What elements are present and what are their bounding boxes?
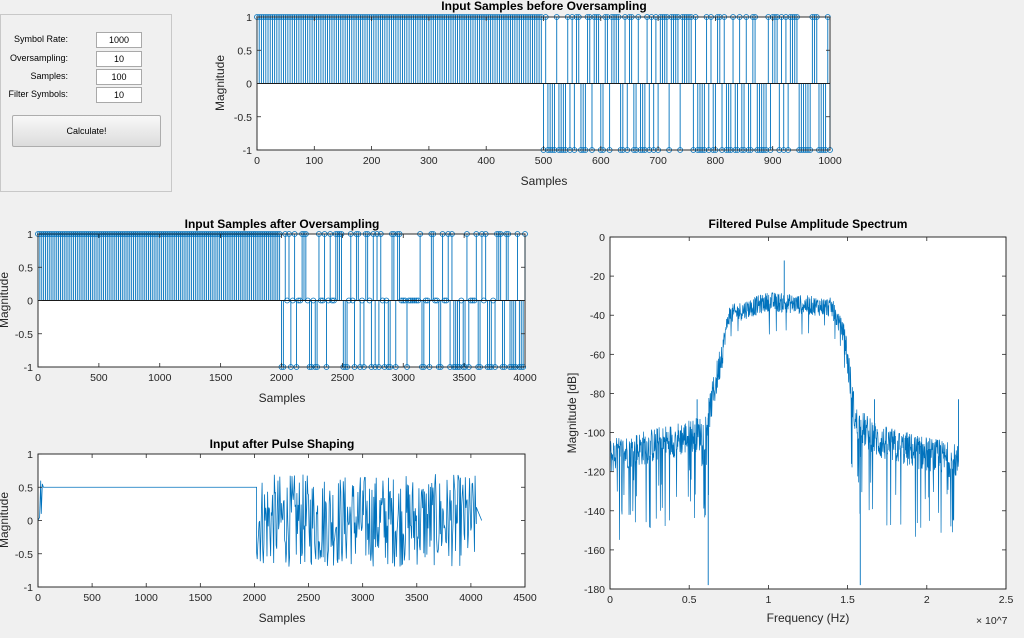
x-tick-label: 4000 xyxy=(513,372,537,384)
y-tick-label: 0 xyxy=(27,516,33,528)
x-tick-label: 400 xyxy=(477,155,495,167)
x-tick-label: 2000 xyxy=(243,592,267,604)
y-tick-label: -1 xyxy=(243,145,252,157)
samples-row: Samples: xyxy=(1,69,173,85)
x-tick-label: 600 xyxy=(592,155,610,167)
x-tick-label: 1.5 xyxy=(840,594,855,606)
x-tick-label: 3000 xyxy=(351,592,375,604)
calculate-button[interactable]: Calculate! xyxy=(12,115,161,147)
y-tick-label: 0 xyxy=(27,296,33,308)
x-tick-label: 300 xyxy=(420,155,438,167)
y-tick-label: -0.5 xyxy=(15,329,33,341)
x-tick-label: 100 xyxy=(306,155,324,167)
y-tick-label: -120 xyxy=(584,467,605,479)
x-tick-label: 0 xyxy=(35,372,41,384)
y-tick-label: 1 xyxy=(27,229,33,241)
x-tick-label: 1 xyxy=(765,594,771,606)
x-tick-label: 2500 xyxy=(331,372,355,384)
y-tick-label: -80 xyxy=(590,388,605,400)
symbol-rate-input[interactable] xyxy=(96,32,142,48)
y-tick-label: 1 xyxy=(246,12,252,24)
x-tick-label: 2.5 xyxy=(999,594,1014,606)
x-tick-label: 500 xyxy=(90,372,108,384)
x-tick-label: 0 xyxy=(35,592,41,604)
x-tick-label: 2500 xyxy=(297,592,321,604)
x-tick-label: 0 xyxy=(607,594,613,606)
y-tick-label: -1 xyxy=(24,362,33,374)
filter-symbols-row: Filter Symbols: xyxy=(1,87,173,103)
x-tick-label: 800 xyxy=(707,155,725,167)
y-tick-label: -140 xyxy=(584,506,605,518)
y-tick-label: -160 xyxy=(584,545,605,557)
input-samples-before-oversampling-chart: Input Samples before Oversampling 0 100 20… xyxy=(213,0,842,188)
parameter-panel: Symbol Rate: Oversampling: Samples: Filt… xyxy=(0,14,172,192)
y-tick-label: 0.5 xyxy=(18,482,33,494)
x-tick-label: 3500 xyxy=(452,372,476,384)
x-tick-label: 2 xyxy=(924,594,930,606)
y-tick-label: -100 xyxy=(584,428,605,440)
chart-title: Filtered Pulse Amplitude Spectrum xyxy=(709,217,908,231)
x-axis-label: Frequency (Hz) xyxy=(767,611,850,625)
filter-symbols-label: Filter Symbols: xyxy=(8,89,68,99)
filter-symbols-input[interactable] xyxy=(96,87,142,103)
x-axis-label: Samples xyxy=(259,391,306,405)
filtered-pulse-amplitude-spectrum-chart: Filtered Pulse Amplitude Spectrum 0 0.5 1 1… xyxy=(565,217,1014,627)
symbol-rate-row: Symbol Rate: xyxy=(1,32,173,48)
x-tick-label: 200 xyxy=(363,155,381,167)
y-axis-label: Magnitude xyxy=(0,492,11,548)
samples-input[interactable] xyxy=(96,69,142,85)
x-tick-label: 900 xyxy=(764,155,782,167)
x-tick-label: 3000 xyxy=(392,372,416,384)
x-tick-label: 500 xyxy=(83,592,101,604)
y-tick-label: 0.5 xyxy=(18,262,33,274)
x-tick-label: 1500 xyxy=(209,372,233,384)
x-tick-label: 1000 xyxy=(818,155,842,167)
x-tick-label: 0.5 xyxy=(682,594,697,606)
input-samples-after-oversampling-chart: Input Samples after Oversampling 0 500 100… xyxy=(0,217,537,405)
y-tick-label: -0.5 xyxy=(15,549,33,561)
x-tick-label: 3500 xyxy=(405,592,429,604)
x-tick-label: 500 xyxy=(535,155,553,167)
input-after-pulse-shaping-chart: Input after Pulse Shaping 0 500 1000 1500 20… xyxy=(0,437,537,625)
x-tick-label: 0 xyxy=(254,155,260,167)
y-tick-label: -180 xyxy=(584,584,605,596)
y-tick-label: 1 xyxy=(27,449,33,461)
y-tick-label: -1 xyxy=(24,582,33,594)
chart-title: Input Samples before Oversampling xyxy=(441,0,646,13)
samples-label: Samples: xyxy=(30,71,68,81)
x-tick-label: 1000 xyxy=(135,592,159,604)
symbol-rate-label: Symbol Rate: xyxy=(13,34,68,44)
x-tick-label: 2000 xyxy=(270,372,294,384)
y-tick-label: 0.5 xyxy=(237,45,252,57)
x-tick-label: 700 xyxy=(649,155,667,167)
x-axis-label: Samples xyxy=(259,611,306,625)
x-axis-exponent: × 10^7 xyxy=(976,615,1008,627)
x-tick-label: 4500 xyxy=(513,592,537,604)
chart-title: Input after Pulse Shaping xyxy=(210,437,355,451)
x-tick-label: 4000 xyxy=(459,592,483,604)
y-tick-label: -40 xyxy=(590,310,605,322)
plot-area xyxy=(37,453,526,588)
oversampling-row: Oversampling: xyxy=(1,51,173,67)
oversampling-label: Oversampling: xyxy=(9,53,68,63)
chart-title: Input Samples after Oversampling xyxy=(185,217,380,231)
y-axis-label: Magnitude [dB] xyxy=(565,373,579,454)
y-tick-label: -20 xyxy=(590,271,605,283)
oversampling-input[interactable] xyxy=(96,51,142,67)
y-tick-label: -60 xyxy=(590,349,605,361)
x-tick-label: 1000 xyxy=(148,372,172,384)
y-tick-label: 0 xyxy=(246,79,252,91)
x-axis-label: Samples xyxy=(521,174,568,188)
y-tick-label: -0.5 xyxy=(234,112,252,124)
y-axis-label: Magnitude xyxy=(0,272,11,328)
y-tick-label: 0 xyxy=(599,232,605,244)
pulse-shaped-series xyxy=(37,474,483,567)
x-tick-label: 1500 xyxy=(189,592,213,604)
plot-area xyxy=(609,236,1007,590)
y-axis-label: Magnitude xyxy=(213,55,227,111)
